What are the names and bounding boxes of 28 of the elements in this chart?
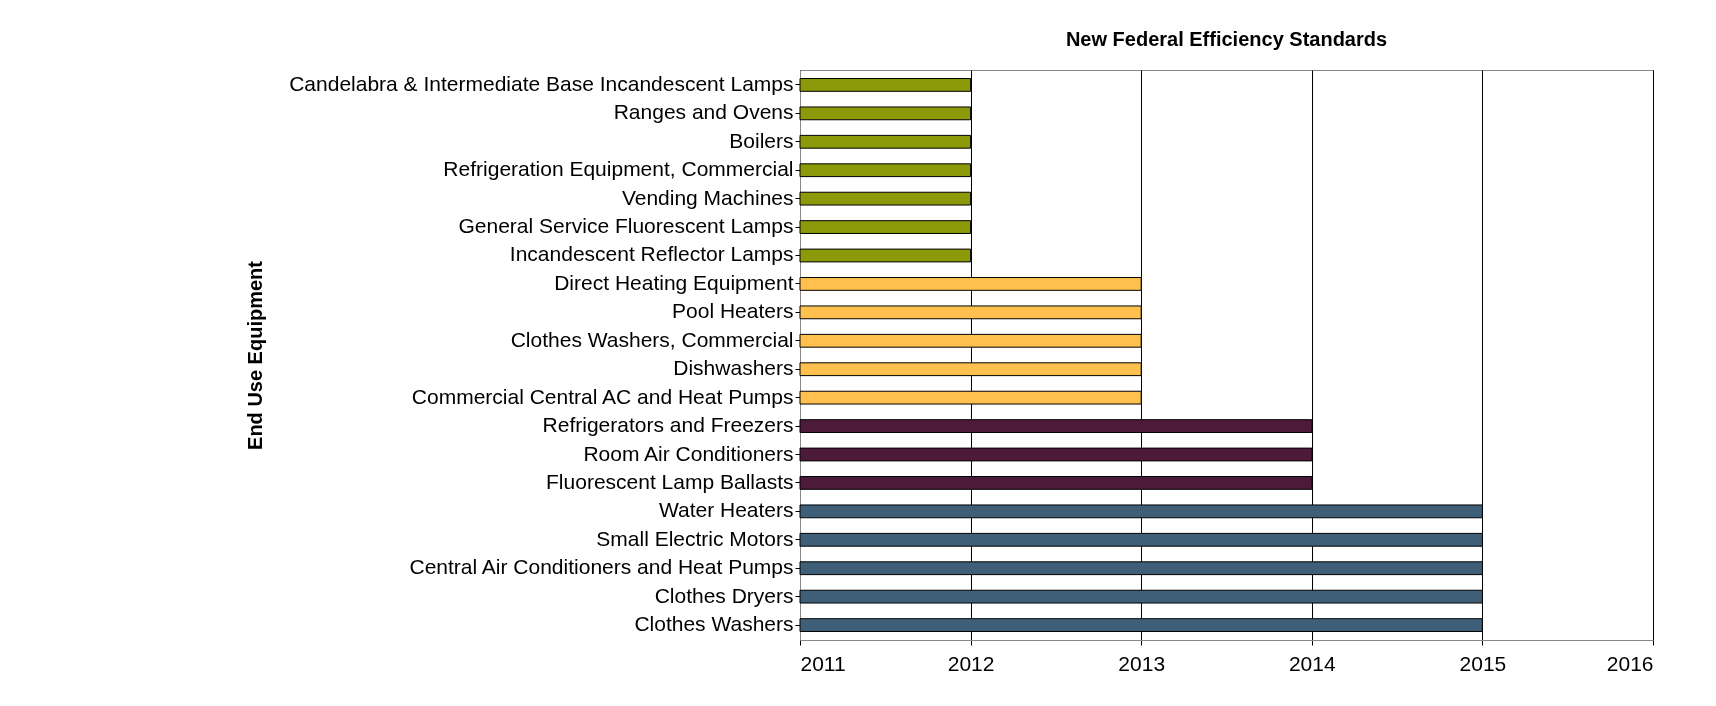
y-tick-label: Candelabra & Intermediate Base Incandescent Lamps xyxy=(289,71,794,95)
x-tick-label: 2013 xyxy=(1118,651,1166,675)
y-tick-label: Boilers xyxy=(729,128,794,152)
x-tick-label: 2012 xyxy=(947,651,995,675)
y-tick-label: Central Air Conditioners and Heat Pumps xyxy=(409,555,794,579)
x-tick-label: 2014 xyxy=(1288,651,1336,675)
y-tick-label: Commercial Central AC and Heat Pumps xyxy=(411,384,794,408)
y-tick-label: Clothes Washers xyxy=(634,612,794,636)
y-tick-label: Ranges and Ovens xyxy=(613,100,794,124)
y-tick-label: Dishwashers xyxy=(673,356,794,380)
y-tick-label: Clothes Dryers xyxy=(654,583,794,607)
y-tick-label: Direct Heating Equipment xyxy=(554,270,794,294)
y-tick-label: Vending Machines xyxy=(621,185,794,209)
y-tick-label: Water Heaters xyxy=(658,498,794,522)
y-tick-label: Incandescent Reflector Lamps xyxy=(509,242,794,266)
y-tick-label: Refrigeration Equipment, Commercial xyxy=(443,157,794,181)
y-tick-label: Refrigerators and Freezers xyxy=(542,413,794,437)
y-tick-label: Small Electric Motors xyxy=(596,526,794,550)
y-axis-title: End Use Equipment xyxy=(243,260,266,450)
y-tick-label: Clothes Washers, Commercial xyxy=(510,327,794,351)
x-tick-label: 2015 xyxy=(1459,651,1507,675)
y-tick-label: Fluorescent Lamp Ballasts xyxy=(546,469,794,493)
y-tick-label: General Service Fluorescent Lamps xyxy=(458,214,794,238)
y-tick-label: Pool Heaters xyxy=(672,299,794,323)
x-tick-label: 2016 xyxy=(1606,651,1654,675)
chart-title: New Federal Efficiency Standards xyxy=(1065,28,1388,50)
x-tick-label: 2011 xyxy=(800,651,846,675)
y-tick-label: Room Air Conditioners xyxy=(583,441,794,465)
